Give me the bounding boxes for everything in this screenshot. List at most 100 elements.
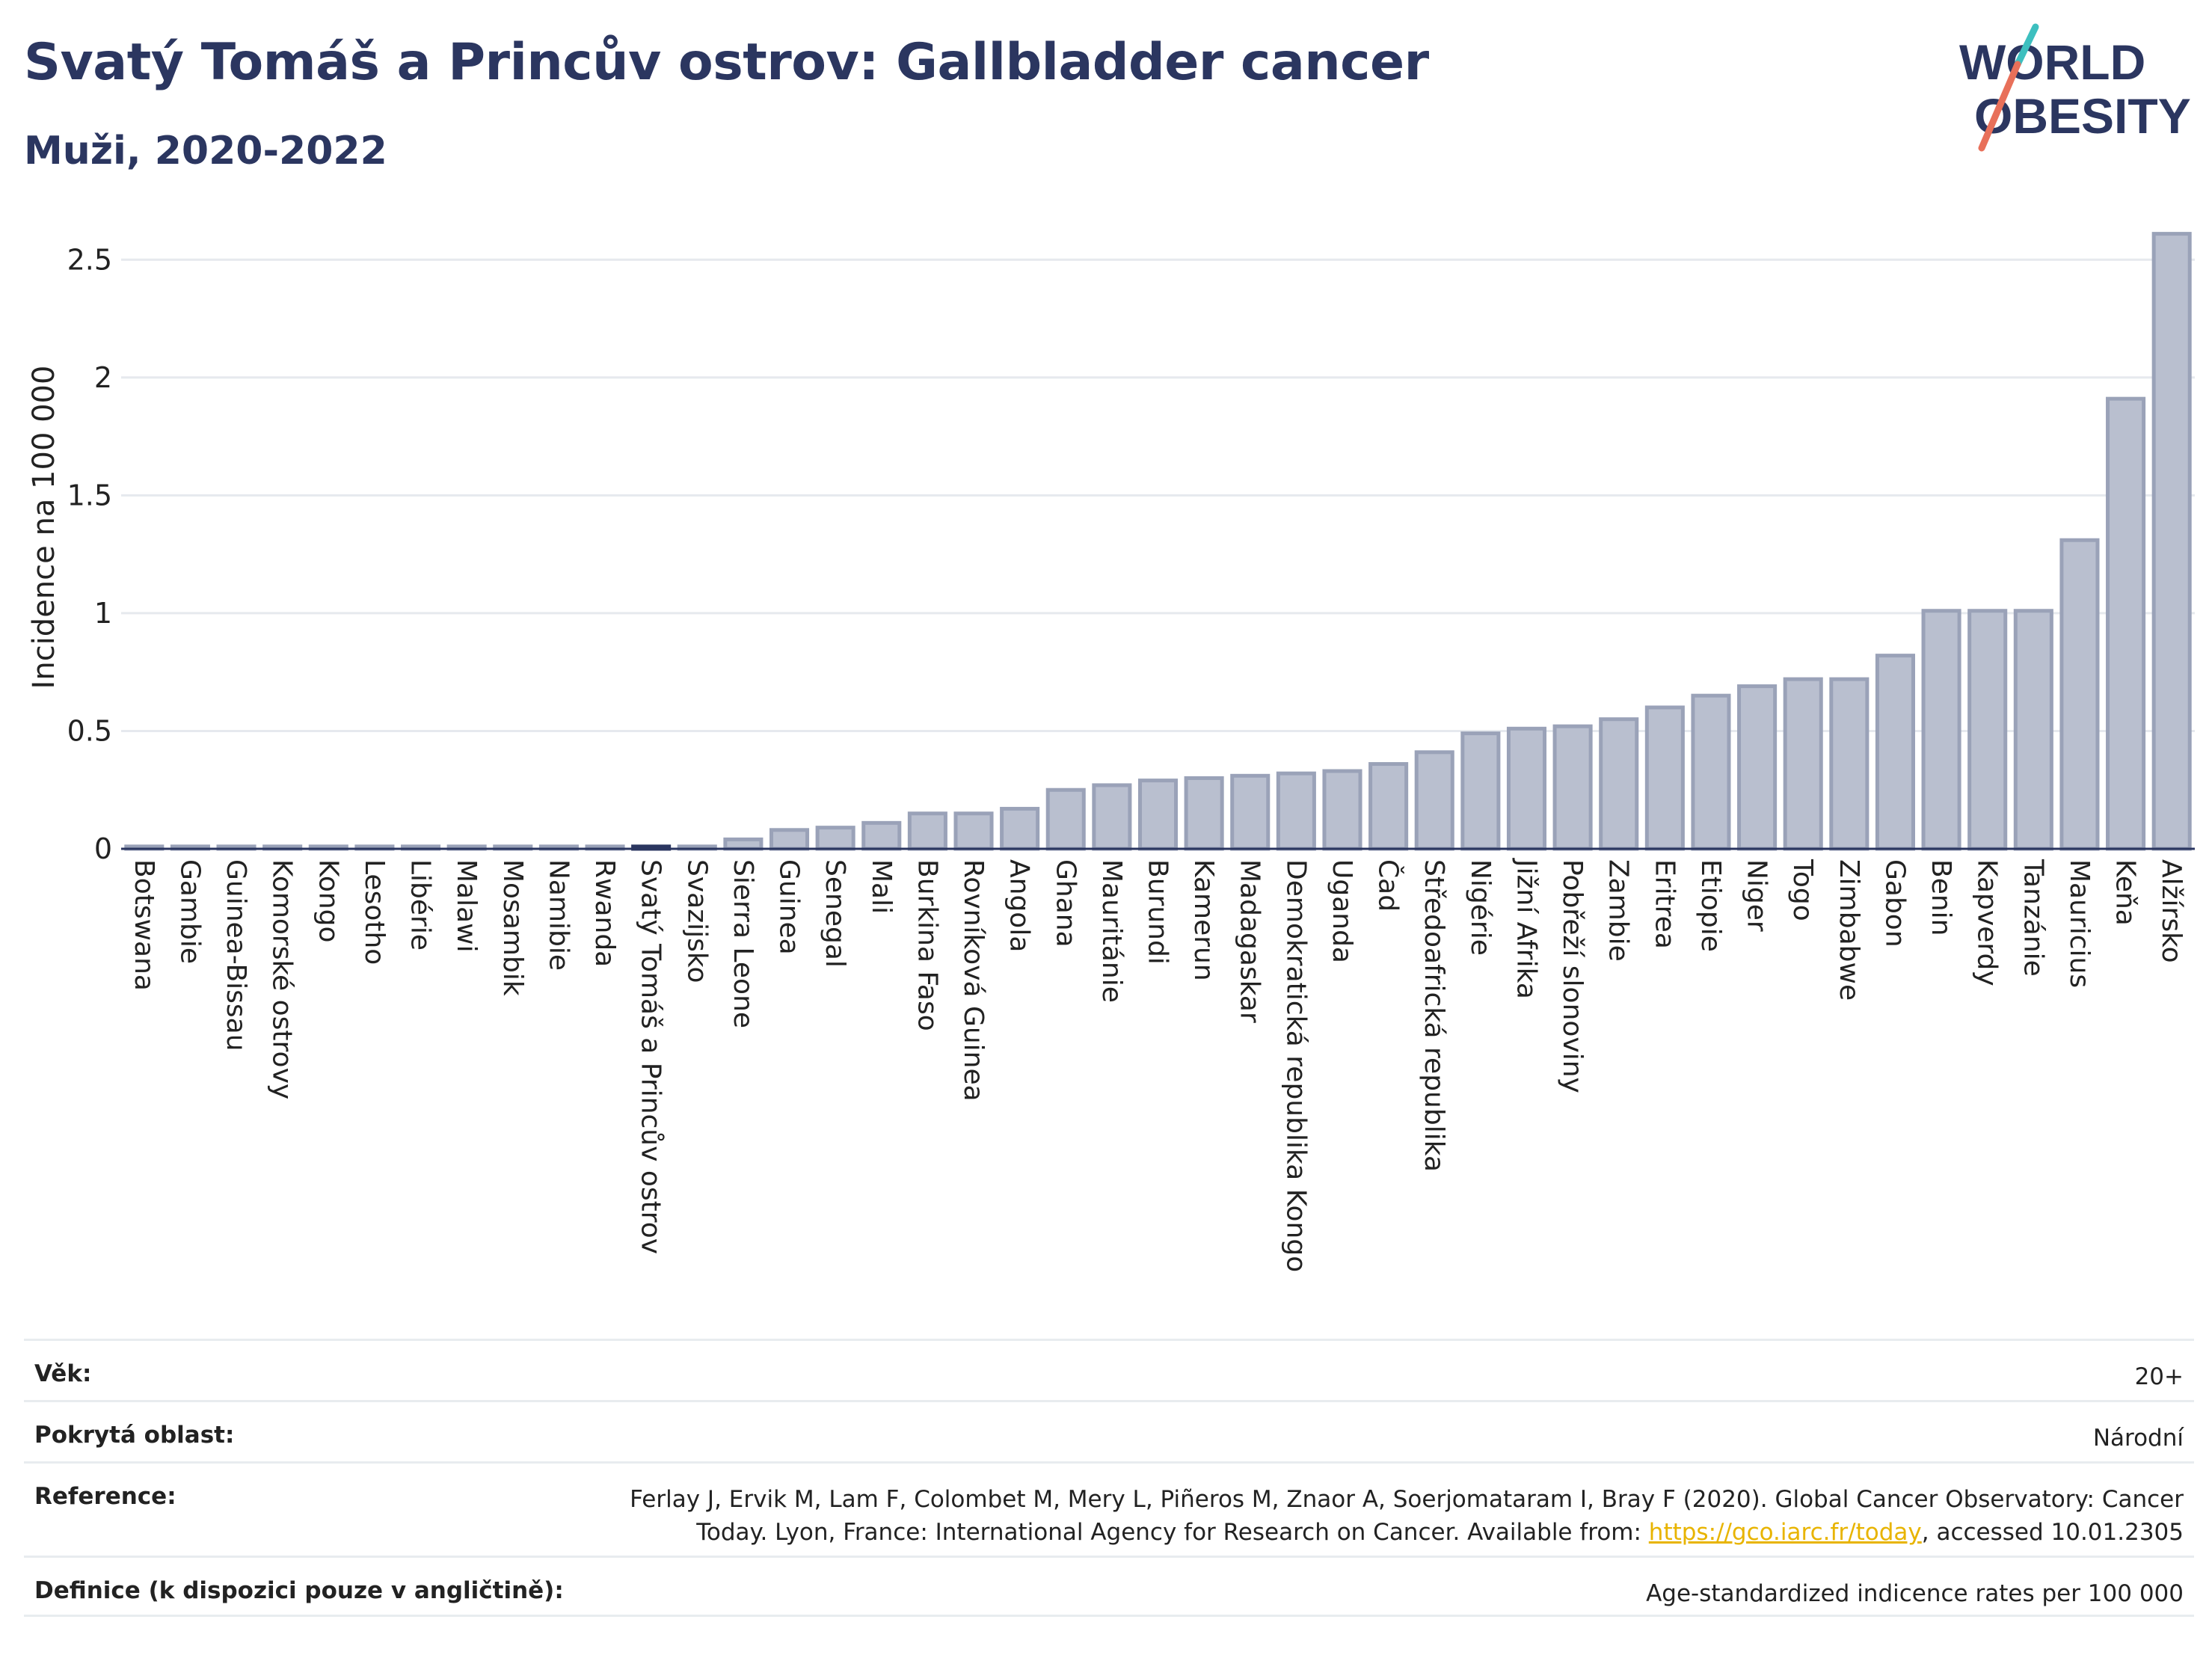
bar [1276, 771, 1316, 851]
x-tick-label: Mosambik [497, 859, 528, 996]
bar [1644, 705, 1685, 851]
x-tick-label: Eritrea [1649, 859, 1680, 949]
y-axis-label: Incidence na 100 000 [27, 366, 61, 690]
y-tick-label: 0.5 [67, 714, 112, 747]
bars [121, 232, 2195, 851]
bar [1184, 776, 1224, 851]
x-tick-label: Togo [1787, 859, 1818, 921]
x-tick-label: Malawi [451, 859, 482, 953]
y-tick-label: 0 [94, 832, 112, 865]
area-label: Pokrytá oblast: [34, 1422, 235, 1449]
bar [1000, 806, 1040, 851]
x-tick-label: Lesotho [359, 859, 390, 965]
bar [1137, 779, 1179, 851]
x-tick-label: Libérie [405, 859, 436, 951]
x-tick-label: Demokratická republika Kongo [1280, 859, 1311, 1272]
x-tick-label: Burkina Faso [912, 859, 942, 1031]
x-tick-label: Tanzánie [2018, 859, 2048, 977]
x-tick-label: Guinea-Bissau [221, 859, 251, 1051]
bar-chart: 0 0.5 1 1.5 2 2.5 Botswana Gambie Guinea-Bissau… [27, 232, 2195, 1272]
svg-text:OBESITY: OBESITY [1974, 88, 2191, 144]
x-tick-label: Kapverdy [1972, 859, 2003, 986]
x-tick-label: Gambie [174, 859, 205, 964]
x-tick-label: Zambie [1603, 859, 1634, 962]
x-tick-label: Svatý Tomáš a Princův ostrov [636, 859, 666, 1254]
bar [2106, 396, 2146, 851]
x-tick-label: Mauritánie [1096, 859, 1127, 1003]
x-axis-labels: Botswana Gambie Guinea-Bissau Komorské ostr… [129, 858, 2187, 1272]
bar [1737, 684, 1778, 851]
reference-accessed: , accessed 10.01.2305 [1921, 1519, 2184, 1546]
x-tick-label: Sierra Leone [728, 859, 758, 1028]
definition-value: Age-standardized indicence rates per 100… [1646, 1580, 2184, 1607]
x-tick-label: Mali [866, 859, 897, 914]
area-value: Národní [2092, 1425, 2184, 1452]
reference-line2: Today. Lyon, France: International Agenc… [696, 1519, 1649, 1546]
reference-label: Reference: [34, 1483, 176, 1510]
chart-title: Svatý Tomáš a Princův ostrov: Gallbladde… [24, 33, 1429, 92]
bar [1460, 731, 1501, 851]
bar [2013, 609, 2053, 851]
x-tick-label: Benin [1926, 859, 1956, 936]
bar [953, 811, 994, 851]
age-label: Věk: [34, 1360, 92, 1387]
x-tick-label: Rwanda [589, 859, 620, 967]
x-tick-label: Rovníková Guinea [958, 859, 989, 1102]
x-tick-label: Nigérie [1465, 859, 1496, 956]
x-tick-label: Uganda [1327, 859, 1357, 963]
bar [769, 828, 810, 851]
bar [1322, 769, 1362, 851]
x-tick-label: Etiopie [1695, 859, 1726, 952]
y-tick-label: 1 [94, 597, 112, 630]
bar [1092, 783, 1132, 851]
chart-subtitle: Muži, 2020-2022 [24, 129, 387, 174]
info-row-age: Věk: 20+ [24, 1339, 2194, 1400]
reference-link[interactable]: https://gco.iarc.fr/today [1648, 1519, 1922, 1546]
bar [1691, 693, 1731, 851]
x-tick-label: Madagaskar [1235, 859, 1265, 1023]
x-tick-label: Keňa [2110, 859, 2141, 926]
y-axis-ticks: 0 0.5 1 1.5 2 2.5 [67, 243, 112, 865]
x-tick-label: Ghana [1050, 859, 1081, 948]
x-tick-label: Zimbabwe [1834, 859, 1864, 1001]
x-tick-label: Mauricius [2064, 859, 2095, 988]
x-tick-label: Guinea [774, 859, 805, 955]
x-tick-label: Botswana [129, 859, 159, 991]
y-tick-label: 2.5 [67, 243, 112, 276]
info-row-reference: Reference: Ferlay J, Ervik M, Lam F, Col… [24, 1461, 2194, 1556]
bar [1829, 677, 1870, 851]
info-row-area: Pokrytá oblast: Národní [24, 1400, 2194, 1461]
bar [1599, 717, 1639, 851]
x-tick-label: Burundi [1143, 859, 1173, 965]
bar [815, 826, 855, 851]
age-value: 20+ [2134, 1363, 2184, 1390]
bar [723, 837, 764, 851]
bar [1783, 677, 1823, 851]
x-tick-label: Niger [1742, 859, 1772, 932]
bar [1414, 750, 1454, 851]
bar [1230, 773, 1271, 851]
x-tick-label: Kamerun [1188, 859, 1219, 981]
definition-label: Definice (k dispozici pouze v angličtině… [34, 1577, 564, 1604]
x-tick-label: Komorské ostrovy [267, 859, 298, 1099]
bar [2151, 232, 2192, 851]
world-obesity-logo: WORLD OBESITY [1959, 23, 2191, 152]
bar [1875, 654, 1915, 851]
x-tick-label: Čad [1373, 859, 1404, 912]
info-row-definition: Definice (k dispozici pouze v angličtině… [24, 1556, 2194, 1617]
x-tick-label: Senegal [820, 859, 850, 968]
x-tick-label: Svazijsko [681, 859, 712, 983]
bar [1921, 609, 1961, 851]
x-tick-label: Středoafrická republika [1419, 859, 1449, 1172]
bar [907, 811, 947, 851]
bar [1506, 726, 1547, 851]
info-table: Věk: 20+ Pokrytá oblast: Národní Referen… [24, 1339, 2194, 1617]
bar [1967, 609, 2008, 851]
x-tick-label: Kongo [313, 859, 343, 943]
reference-line1: Ferlay J, Ervik M, Lam F, Colombet M, Me… [630, 1486, 2184, 1513]
x-tick-label: Alžírsko [2156, 859, 2187, 963]
x-tick-label: Namibie [543, 859, 574, 971]
y-tick-label: 2 [94, 361, 112, 394]
svg-text:WORLD: WORLD [1959, 34, 2145, 90]
bar [1368, 762, 1409, 851]
